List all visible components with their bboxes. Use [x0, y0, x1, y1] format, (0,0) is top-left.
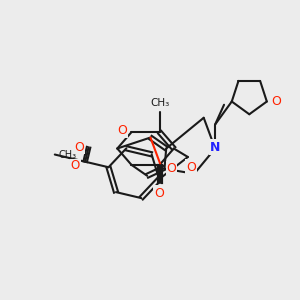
Text: O: O	[74, 141, 84, 154]
Text: O: O	[271, 95, 281, 108]
Text: O: O	[186, 160, 196, 174]
Text: CH₃: CH₃	[150, 98, 169, 108]
Text: O: O	[155, 187, 165, 200]
Text: O: O	[117, 124, 127, 137]
Text: N: N	[210, 140, 220, 154]
Text: O: O	[166, 162, 176, 175]
Text: CH₃: CH₃	[58, 149, 76, 160]
Text: O: O	[71, 159, 80, 172]
